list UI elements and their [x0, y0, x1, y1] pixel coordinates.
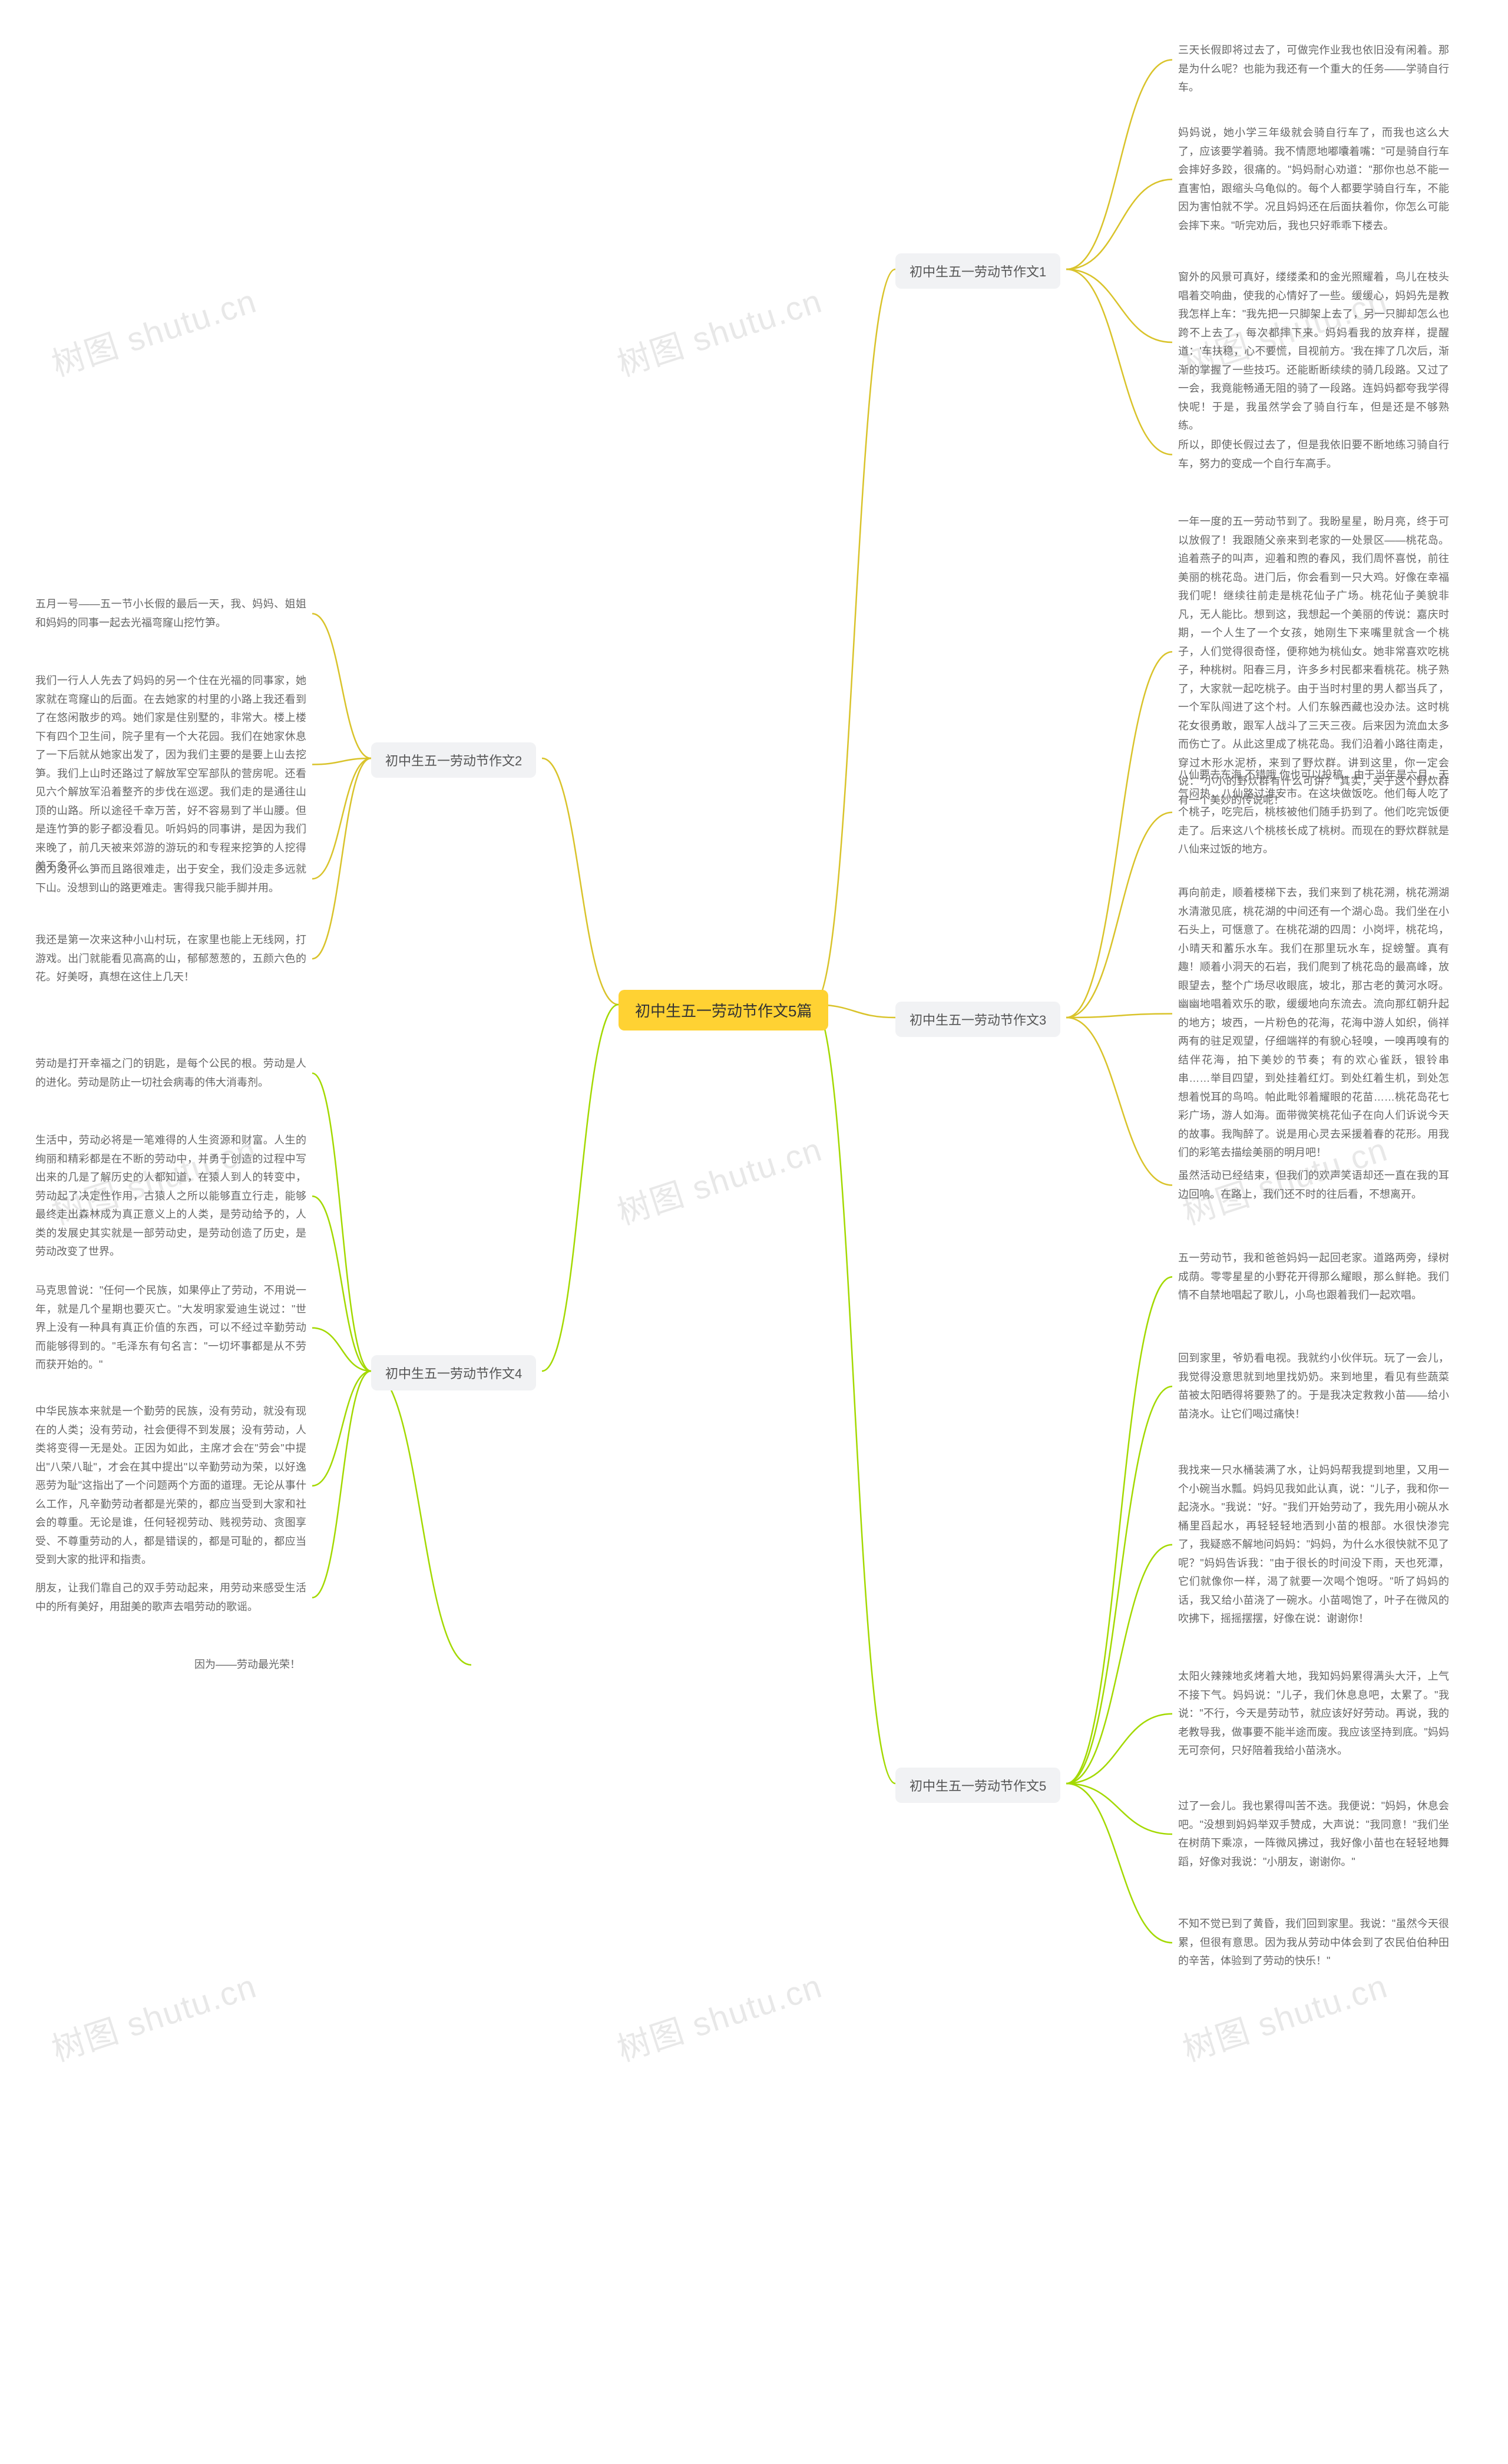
leaf-node: 八仙要去东海 不错哦 你也可以投稿，由于当年是六月，天气闷热，八仙路过淮安市。在…: [1178, 766, 1449, 859]
watermark: 树图 shutu.cn: [610, 1960, 828, 2071]
leaf-node: 我还是第一次来这种小山村玩，在家里也能上无线网，打游戏。出门就能看见高高的山，郁…: [35, 931, 306, 987]
watermark: 树图 shutu.cn: [45, 275, 262, 386]
leaf-node: 再向前走，顺着楼梯下去，我们来到了桃花溯，桃花溯湖水清澈见底，桃花湖的中间还有一…: [1178, 884, 1449, 1162]
leaf-node: 马克思曾说："任何一个民族，如果停止了劳动，不用说一年，就是几个星期也要灭亡。"…: [35, 1281, 306, 1375]
watermark: 树图 shutu.cn: [610, 1123, 828, 1234]
branch-node[interactable]: 初中生五一劳动节作文3: [895, 1002, 1060, 1037]
branch-node[interactable]: 初中生五一劳动节作文4: [371, 1355, 536, 1390]
branch-node[interactable]: 初中生五一劳动节作文2: [371, 742, 536, 778]
root-node[interactable]: 初中生五一劳动节作文5篇: [619, 990, 828, 1030]
leaf-node: 不知不觉已到了黄昏，我们回到家里。我说："虽然今天很累，但很有意思。因为我从劳动…: [1178, 1915, 1449, 1971]
leaf-node: 我找来一只水桶装满了水，让妈妈帮我提到地里，又用一个小碗当水瓢。妈妈见我如此认真…: [1178, 1461, 1449, 1629]
leaf-node: 劳动是打开幸福之门的钥匙，是每个公民的根。劳动是人的进化。劳动是防止一切社会病毒…: [35, 1055, 306, 1092]
watermark: 树图 shutu.cn: [45, 1960, 262, 2071]
leaf-node: 过了一会儿。我也累得叫苦不迭。我便说："妈妈，休息会吧。"没想到妈妈举双手赞成，…: [1178, 1797, 1449, 1871]
leaf-node: 朋友，让我们靠自己的双手劳动起来，用劳动来感受生活中的所有美好，用甜美的歌声去唱…: [35, 1579, 306, 1616]
leaf-node: 窗外的风景可真好，缕缕柔和的金光照耀着，鸟儿在枝头唱着交响曲，使我的心情好了一些…: [1178, 268, 1449, 435]
branch-node[interactable]: 初中生五一劳动节作文1: [895, 253, 1060, 289]
watermark: 树图 shutu.cn: [610, 275, 828, 386]
watermark: 树图 shutu.cn: [1176, 1960, 1393, 2071]
leaf-node: 中华民族本来就是一个勤劳的民族，没有劳动，就没有现在的人类；没有劳动，社会便得不…: [35, 1402, 306, 1570]
leaf-node: 因为没什么笋而且路很难走，出于安全，我们没走多远就下山。没想到山的路更难走。害得…: [35, 860, 306, 897]
branch-node[interactable]: 初中生五一劳动节作文5: [895, 1768, 1060, 1803]
leaf-node: 三天长假即将过去了，可做完作业我也依旧没有闲着。那是为什么呢？也能为我还有一个重…: [1178, 41, 1449, 97]
leaf-node: 生活中，劳动必将是一笔难得的人生资源和财富。人生的绚丽和精彩都是在不断的劳动中，…: [35, 1131, 306, 1261]
leaf-node: 五一劳动节，我和爸爸妈妈一起回老家。道路两旁，绿树成荫。零零星星的小野花开得那么…: [1178, 1249, 1449, 1305]
mindmap-canvas: 初中生五一劳动节作文5篇 树图 shutu.cn 树图 shutu.cn 树图 sh…: [0, 0, 1508, 2464]
leaf-node: 妈妈说，她小学三年级就会骑自行车了，而我也这么大了，应该要学着骑。我不情愿地嘟囔…: [1178, 124, 1449, 235]
leaf-node: 太阳火辣辣地炙烤着大地，我知妈妈累得满头大汗，上气不接下气。妈妈说："儿子，我们…: [1178, 1667, 1449, 1761]
leaf-node: 虽然活动已经结束，但我们的欢声笑语却还一直在我的耳边回响。在路上，我们还不时的往…: [1178, 1167, 1449, 1204]
leaf-node: 因为——劳动最光荣！: [194, 1656, 465, 1674]
leaf-node: 一年一度的五一劳动节到了。我盼星星，盼月亮，终于可以放假了！我跟随父亲来到老家的…: [1178, 513, 1449, 810]
leaf-node: 所以，即使长假过去了，但是我依旧要不断地练习骑自行车，努力的变成一个自行车高手。: [1178, 436, 1449, 473]
leaf-node: 五月一号——五一节小长假的最后一天，我、妈妈、姐姐和妈妈的同事一起去光福弯窿山挖…: [35, 595, 306, 632]
leaf-node: 回到家里，爷奶看电视。我就约小伙伴玩。玩了一会儿，我觉得没意思就到地里找奶奶。来…: [1178, 1349, 1449, 1423]
leaf-node: 我们一行人人先去了妈妈的另一个住在光福的同事家，她家就在弯窿山的后面。在去她家的…: [35, 672, 306, 876]
